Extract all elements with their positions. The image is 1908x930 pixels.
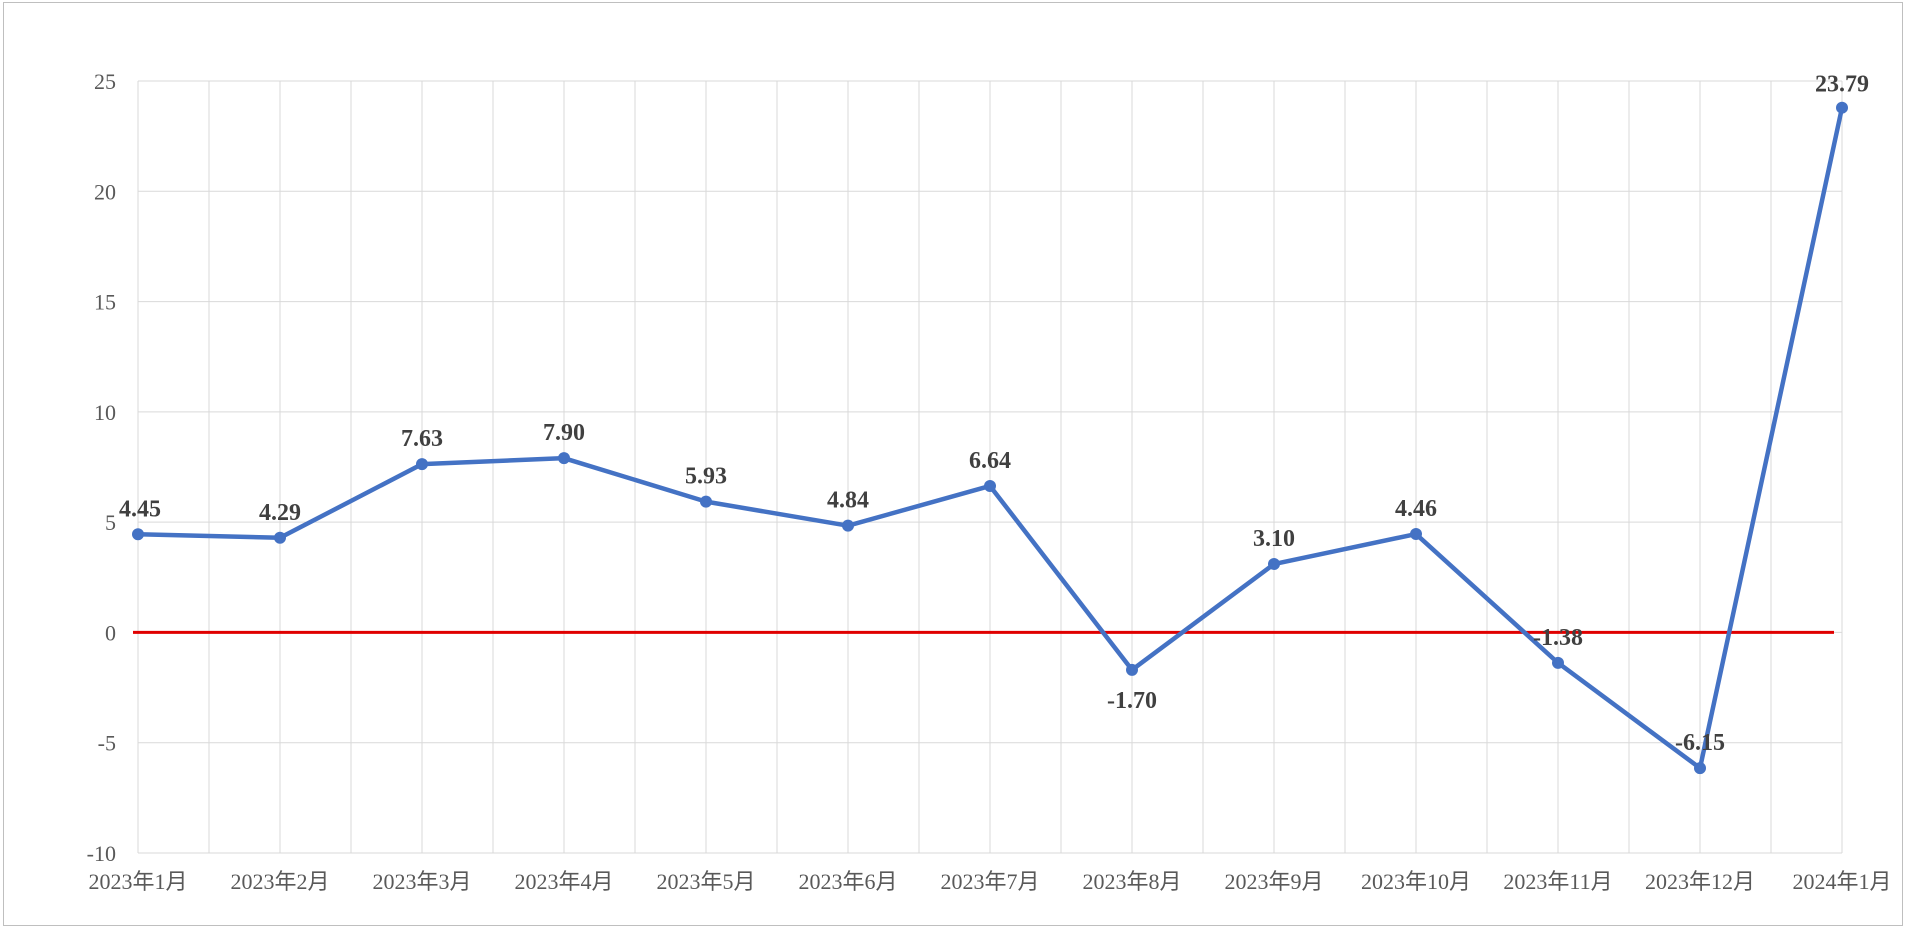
data-point bbox=[984, 479, 996, 492]
x-tick-label: 2023年10月 bbox=[1361, 869, 1471, 894]
data-label: 6.64 bbox=[969, 448, 1011, 474]
data-point bbox=[1410, 528, 1422, 541]
x-tick-label: 2023年7月 bbox=[940, 869, 1039, 894]
data-point bbox=[274, 531, 286, 544]
data-point bbox=[1694, 762, 1706, 775]
x-tick-label: 2023年4月 bbox=[514, 869, 613, 894]
data-point bbox=[1836, 101, 1848, 114]
data-points bbox=[132, 101, 1848, 775]
data-point bbox=[132, 528, 144, 541]
data-label: 4.46 bbox=[1395, 496, 1437, 522]
x-axis: 2023年1月 2023年2月 2023年3月 2023年4月 2023年5月 2023年… bbox=[88, 869, 1891, 894]
x-tick-label: 2023年2月 bbox=[230, 869, 329, 894]
data-label: 23.79 bbox=[1815, 72, 1869, 98]
x-tick-label: 2023年6月 bbox=[798, 869, 897, 894]
data-label: -6.15 bbox=[1675, 730, 1725, 756]
data-label: 4.29 bbox=[259, 500, 301, 526]
data-point bbox=[842, 519, 854, 532]
x-tick-label: 2023年5月 bbox=[656, 869, 755, 894]
x-tick-label: 2023年8月 bbox=[1082, 869, 1181, 894]
data-point bbox=[416, 458, 428, 471]
data-label: 5.93 bbox=[685, 464, 727, 490]
data-point bbox=[1126, 663, 1138, 676]
y-tick-label: 20 bbox=[94, 179, 116, 204]
data-point bbox=[558, 452, 570, 465]
y-tick-label: 10 bbox=[94, 400, 116, 425]
x-tick-label: 2023年11月 bbox=[1503, 869, 1612, 894]
y-tick-label: -10 bbox=[87, 841, 116, 866]
x-tick-label: 2023年1月 bbox=[88, 869, 187, 894]
data-label: 4.45 bbox=[119, 496, 161, 522]
x-tick-label: 2024年1月 bbox=[1792, 869, 1891, 894]
x-tick-label: 2023年12月 bbox=[1645, 869, 1755, 894]
data-label: 4.84 bbox=[827, 488, 869, 514]
y-tick-label: 15 bbox=[94, 290, 116, 315]
data-point bbox=[1268, 558, 1280, 571]
data-label: 7.90 bbox=[543, 420, 585, 446]
data-point bbox=[1552, 656, 1564, 669]
data-labels: 4.45 4.29 7.63 7.90 5.93 4.84 6.64 -1.70 3.10 4.4… bbox=[119, 72, 1869, 756]
x-tick-label: 2023年3月 bbox=[372, 869, 471, 894]
data-point bbox=[700, 495, 712, 508]
y-axis: -10 -5 0 5 10 15 20 25 bbox=[87, 69, 116, 866]
y-tick-label: -5 bbox=[98, 731, 116, 756]
y-tick-label: 0 bbox=[105, 620, 116, 645]
y-tick-label: 25 bbox=[94, 69, 116, 94]
chart-frame: -10 -5 0 5 10 15 20 25 2023年1月 2023年2月 2023年3月 202… bbox=[3, 2, 1903, 926]
data-label: -1.70 bbox=[1107, 688, 1157, 714]
y-tick-label: 5 bbox=[105, 510, 116, 535]
data-label: 3.10 bbox=[1253, 526, 1295, 552]
data-label: 7.63 bbox=[401, 426, 443, 452]
x-tick-label: 2023年9月 bbox=[1224, 869, 1323, 894]
data-label: -1.38 bbox=[1533, 625, 1583, 651]
